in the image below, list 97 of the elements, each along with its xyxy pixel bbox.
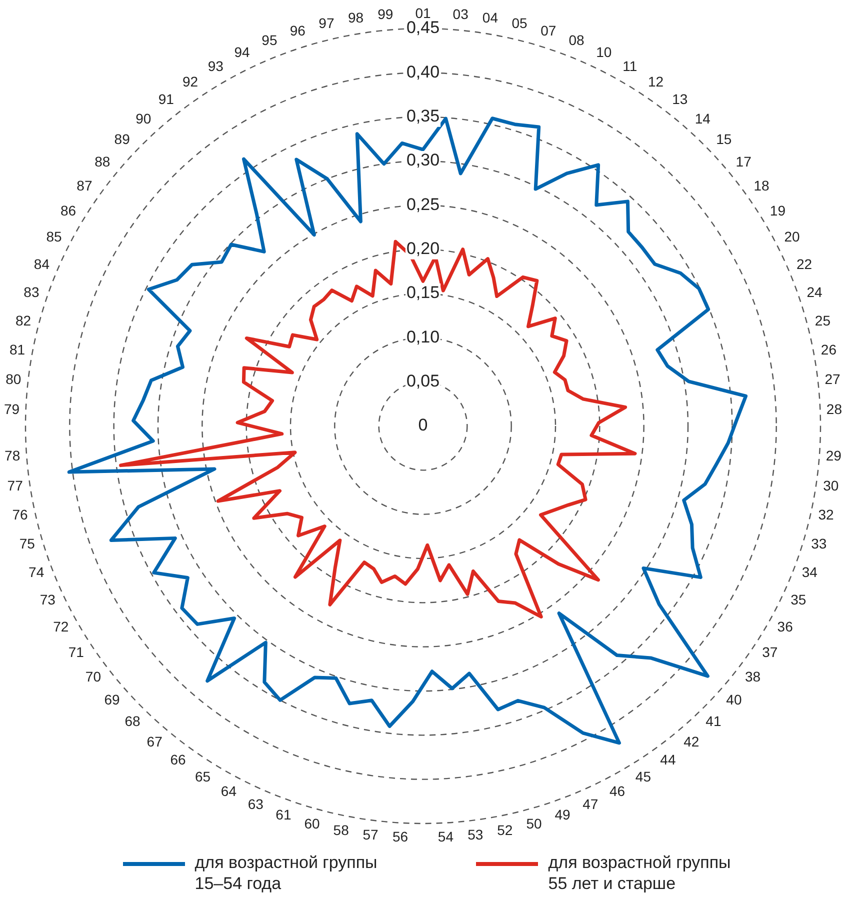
y-tick-label: 0,05 <box>406 372 440 391</box>
legend-label: для возрастной группы 15–54 года <box>194 852 378 894</box>
spoke-label: 72 <box>53 618 69 634</box>
y-tick-label: 0,10 <box>406 327 440 346</box>
spoke-label: 15 <box>716 131 732 148</box>
spoke-label: 36 <box>777 618 794 634</box>
spoke-label: 87 <box>76 177 92 194</box>
spoke-label: 44 <box>660 752 676 768</box>
y-tick-label: 0,40 <box>406 62 440 82</box>
spoke-label: 41 <box>706 713 722 730</box>
spoke-label: 93 <box>208 58 224 74</box>
spoke-label: 35 <box>790 592 806 608</box>
spoke-label: 22 <box>796 256 812 272</box>
spoke-label: 68 <box>124 713 141 730</box>
spoke-label: 90 <box>136 110 152 126</box>
spoke-label: 86 <box>60 202 76 218</box>
spoke-label: 40 <box>726 692 742 708</box>
spoke-label: 94 <box>234 44 250 60</box>
spoke-label: 32 <box>818 506 834 523</box>
y-tick-label: 0,20 <box>406 239 440 258</box>
spoke-label: 80 <box>6 371 22 388</box>
spoke-label: 45 <box>635 768 652 784</box>
spoke-label: 34 <box>802 564 818 580</box>
spoke-label: 12 <box>648 73 664 90</box>
spoke-label: 58 <box>333 822 350 838</box>
spoke-label: 17 <box>736 154 752 170</box>
spoke-label: 47 <box>582 796 598 812</box>
spoke-label: 52 <box>497 822 513 838</box>
spoke-label: 07 <box>540 22 556 38</box>
spoke-label: 37 <box>762 644 778 660</box>
spoke-label: 98 <box>348 9 364 26</box>
y-tick-label: 0,35 <box>406 106 440 126</box>
spoke-label: 25 <box>814 312 831 328</box>
y-tick-label: 0 <box>418 416 428 435</box>
spoke-label: 99 <box>378 6 394 22</box>
spoke-label: 19 <box>770 202 786 218</box>
spoke-label: 77 <box>7 477 24 494</box>
spoke-label: 28 <box>826 401 842 418</box>
spoke-label: 30 <box>823 477 839 494</box>
spoke-label: 50 <box>526 815 542 832</box>
spoke-label: 38 <box>744 668 761 684</box>
spoke-label: 70 <box>85 668 102 684</box>
spoke-label: 18 <box>754 177 770 194</box>
legend-label: для возрастной группы 55 лет и старше <box>548 852 732 894</box>
spoke-label: 84 <box>34 256 50 272</box>
spoke-label: 95 <box>262 32 278 48</box>
spoke-label: 60 <box>304 815 320 832</box>
spoke-label: 04 <box>482 9 498 26</box>
spoke-label: 96 <box>290 22 306 38</box>
spoke-label: 76 <box>12 506 28 523</box>
spoke-label: 89 <box>114 131 130 148</box>
spoke-label: 14 <box>694 110 711 126</box>
spoke-label: 24 <box>806 284 823 300</box>
spoke-label: 82 <box>16 312 32 328</box>
spoke-label: 78 <box>4 448 20 464</box>
spoke-label: 10 <box>596 44 612 60</box>
y-tick-label: 0,15 <box>406 283 440 302</box>
spoke-label: 01 <box>415 4 431 21</box>
spoke-label: 54 <box>438 828 454 844</box>
spoke-label: 05 <box>512 14 528 31</box>
y-tick-label: 0,30 <box>406 150 440 170</box>
spoke-label: 26 <box>820 342 837 358</box>
spoke-label: 11 <box>622 58 638 74</box>
spoke-label: 65 <box>195 768 211 784</box>
spoke-label: 27 <box>824 371 841 388</box>
spoke-label: 88 <box>94 154 110 170</box>
spoke-label: 69 <box>104 692 120 708</box>
spoke-label: 83 <box>24 284 40 300</box>
spoke-label: 81 <box>9 342 26 358</box>
y-tick-label: 0,25 <box>406 194 440 214</box>
spoke-label: 29 <box>826 448 842 464</box>
spoke-label: 66 <box>170 752 186 768</box>
spoke-label: 67 <box>146 733 163 750</box>
spoke-label: 73 <box>40 592 56 608</box>
spoke-label: 75 <box>19 536 36 552</box>
spoke-label: 13 <box>672 91 688 108</box>
spoke-label: 56 <box>392 828 408 844</box>
spoke-label: 61 <box>276 806 292 823</box>
y-tick-label: 0,45 <box>406 18 440 38</box>
spoke-label: 53 <box>468 826 484 842</box>
spoke-label: 92 <box>182 73 198 90</box>
spoke-label: 46 <box>610 783 626 800</box>
spoke-label: 64 <box>220 783 237 800</box>
spoke-label: 71 <box>68 644 84 660</box>
spoke-label: 20 <box>784 228 800 245</box>
spoke-label: 74 <box>28 564 44 580</box>
spoke-label: 63 <box>248 796 264 812</box>
spoke-label: 97 <box>318 14 334 31</box>
spoke-label: 33 <box>811 536 827 552</box>
spoke-label: 49 <box>554 806 571 823</box>
spoke-label: 03 <box>452 6 469 22</box>
spoke-label: 08 <box>568 32 585 48</box>
spoke-label: 85 <box>46 228 62 245</box>
spoke-label: 57 <box>362 826 379 842</box>
spoke-label: 42 <box>684 733 700 750</box>
spoke-label: 91 <box>158 91 174 108</box>
spoke-label: 79 <box>4 401 20 418</box>
